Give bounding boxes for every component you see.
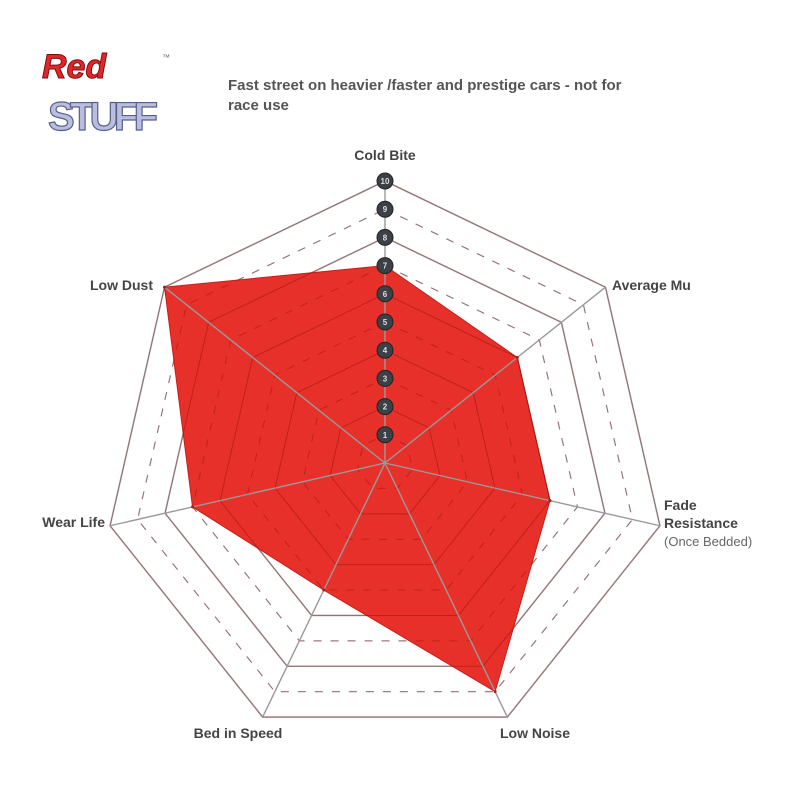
tick-label: 2 — [383, 403, 388, 412]
grid-ring-overlay-2 — [329, 406, 441, 515]
grid-ring-overlay-6 — [219, 293, 551, 616]
tick-badge — [376, 398, 394, 416]
tick-badge — [376, 341, 394, 359]
svg-text:Red: Red — [42, 48, 107, 86]
tick-badge — [376, 257, 394, 275]
axis-spoke — [384, 462, 508, 718]
tick-label: 4 — [383, 346, 388, 355]
tick-label: 7 — [383, 262, 388, 271]
axis-label-low-dust: Low Dust — [90, 277, 153, 293]
tick-label: 6 — [383, 290, 388, 299]
tick-badge — [376, 228, 394, 246]
data-point-fade-resistance — [548, 499, 552, 503]
svg-text:STUFF: STUFF — [48, 95, 158, 139]
tick-badge — [376, 172, 394, 190]
tick-label: 10 — [381, 177, 390, 186]
axis-label-cold-bite: Cold Bite — [354, 147, 416, 163]
grid-ring-overlay-9 — [137, 208, 633, 693]
tick-badge — [376, 313, 394, 331]
grid-ring-9 — [136, 208, 634, 693]
axis-sublabel: (Once Bedded) — [664, 534, 752, 549]
grid-ring-overlay-1 — [356, 434, 414, 489]
grid-ring-overlay-3 — [301, 377, 469, 540]
data-point-low-noise — [493, 690, 497, 694]
axis-label-bed-in-speed: Bed in Speed — [194, 725, 283, 741]
tick-badge — [376, 426, 394, 444]
axis-label-fade-resistance: Resistance — [664, 515, 738, 531]
grid-ring-7 — [191, 264, 579, 642]
tick-badge — [376, 285, 394, 303]
grid-ring-overlay-5 — [246, 321, 524, 591]
tick-label: 8 — [383, 233, 388, 242]
tick-badge — [376, 369, 394, 387]
grid-ring-overlay-4 — [274, 349, 496, 566]
svg-text:™: ™ — [162, 53, 170, 62]
data-point-average-mu — [515, 356, 519, 360]
axis-spoke — [384, 462, 661, 527]
tick-label: 3 — [383, 374, 388, 383]
axis-label-fade-resistance: Fade — [664, 497, 697, 513]
axis-label-average-mu: Average Mu — [612, 277, 691, 293]
grid-ring-overlay-10 — [109, 180, 661, 718]
axis-spoke — [109, 462, 386, 527]
data-point-bed-in-speed — [322, 588, 326, 592]
grid-ring-overlay-7 — [192, 265, 578, 642]
axis-spoke — [384, 286, 606, 464]
tick-label: 9 — [383, 205, 388, 214]
tick-badge — [376, 200, 394, 218]
axis-spoke — [164, 286, 386, 464]
tick-label: 5 — [383, 318, 388, 327]
data-polygon — [163, 265, 551, 693]
axis-label-low-noise: Low Noise — [500, 725, 570, 741]
data-point-low-dust — [163, 285, 167, 289]
data-point-wear-life — [191, 505, 195, 509]
tick-label: 1 — [383, 431, 388, 440]
grid-ring-overlay-8 — [164, 236, 606, 667]
axis-label-wear-life: Wear Life — [42, 514, 105, 530]
chart-title: Fast street on heavier /faster and prest… — [228, 77, 622, 114]
redstuff-logo: Red STUFF ™ — [42, 48, 171, 140]
grid-ring-10 — [109, 180, 661, 718]
